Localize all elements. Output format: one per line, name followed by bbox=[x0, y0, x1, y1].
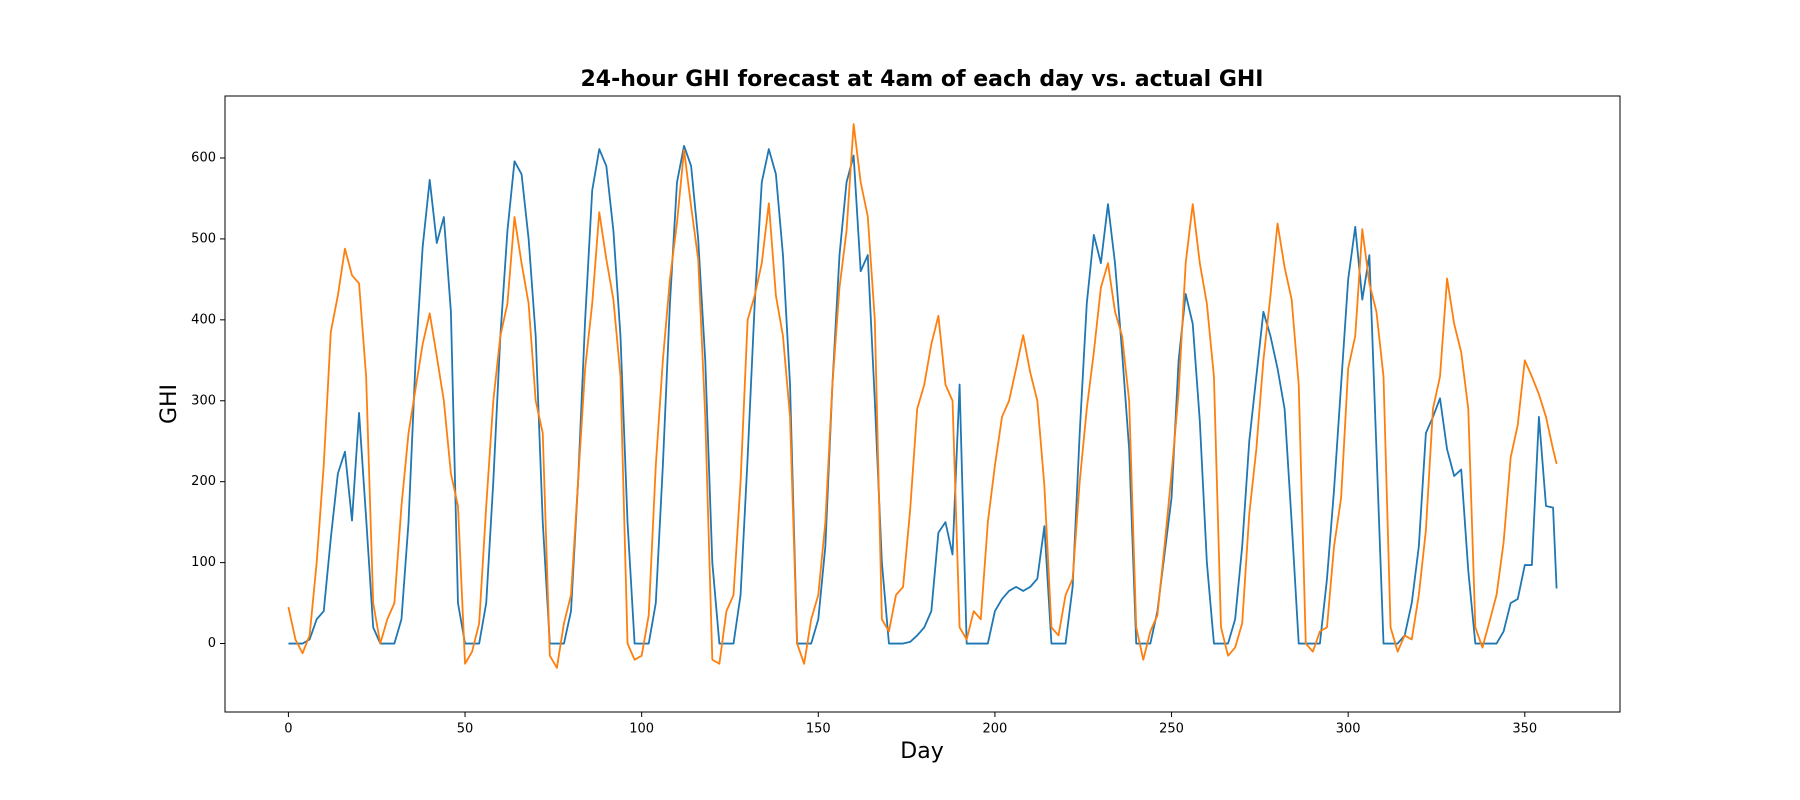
x-tick-label: 100 bbox=[629, 722, 654, 737]
y-tick-label: 300 bbox=[191, 393, 216, 408]
y-tick-label: 200 bbox=[191, 474, 216, 489]
x-tick-label: 200 bbox=[983, 722, 1008, 737]
x-tick-label: 0 bbox=[284, 722, 292, 737]
y-tick-label: 600 bbox=[191, 150, 216, 165]
y-tick-label: 500 bbox=[191, 231, 216, 246]
x-axis-label: Day bbox=[900, 739, 943, 764]
y-axis-label: GHI bbox=[157, 384, 182, 424]
x-tick-label: 150 bbox=[806, 722, 831, 737]
x-tick-label: 250 bbox=[1159, 722, 1184, 737]
x-tick-label: 350 bbox=[1512, 722, 1537, 737]
chart-title: 24-hour GHI forecast at 4am of each day … bbox=[581, 67, 1264, 92]
series-line bbox=[287, 123, 1558, 669]
y-tick-label: 100 bbox=[191, 555, 216, 570]
y-tick-label: 0 bbox=[208, 636, 216, 651]
plot-frame bbox=[224, 95, 1621, 713]
x-tick-label: 300 bbox=[1336, 722, 1361, 737]
series-line bbox=[288, 144, 1558, 645]
x-tick-label: 50 bbox=[457, 722, 474, 737]
y-tick-label: 400 bbox=[191, 312, 216, 327]
